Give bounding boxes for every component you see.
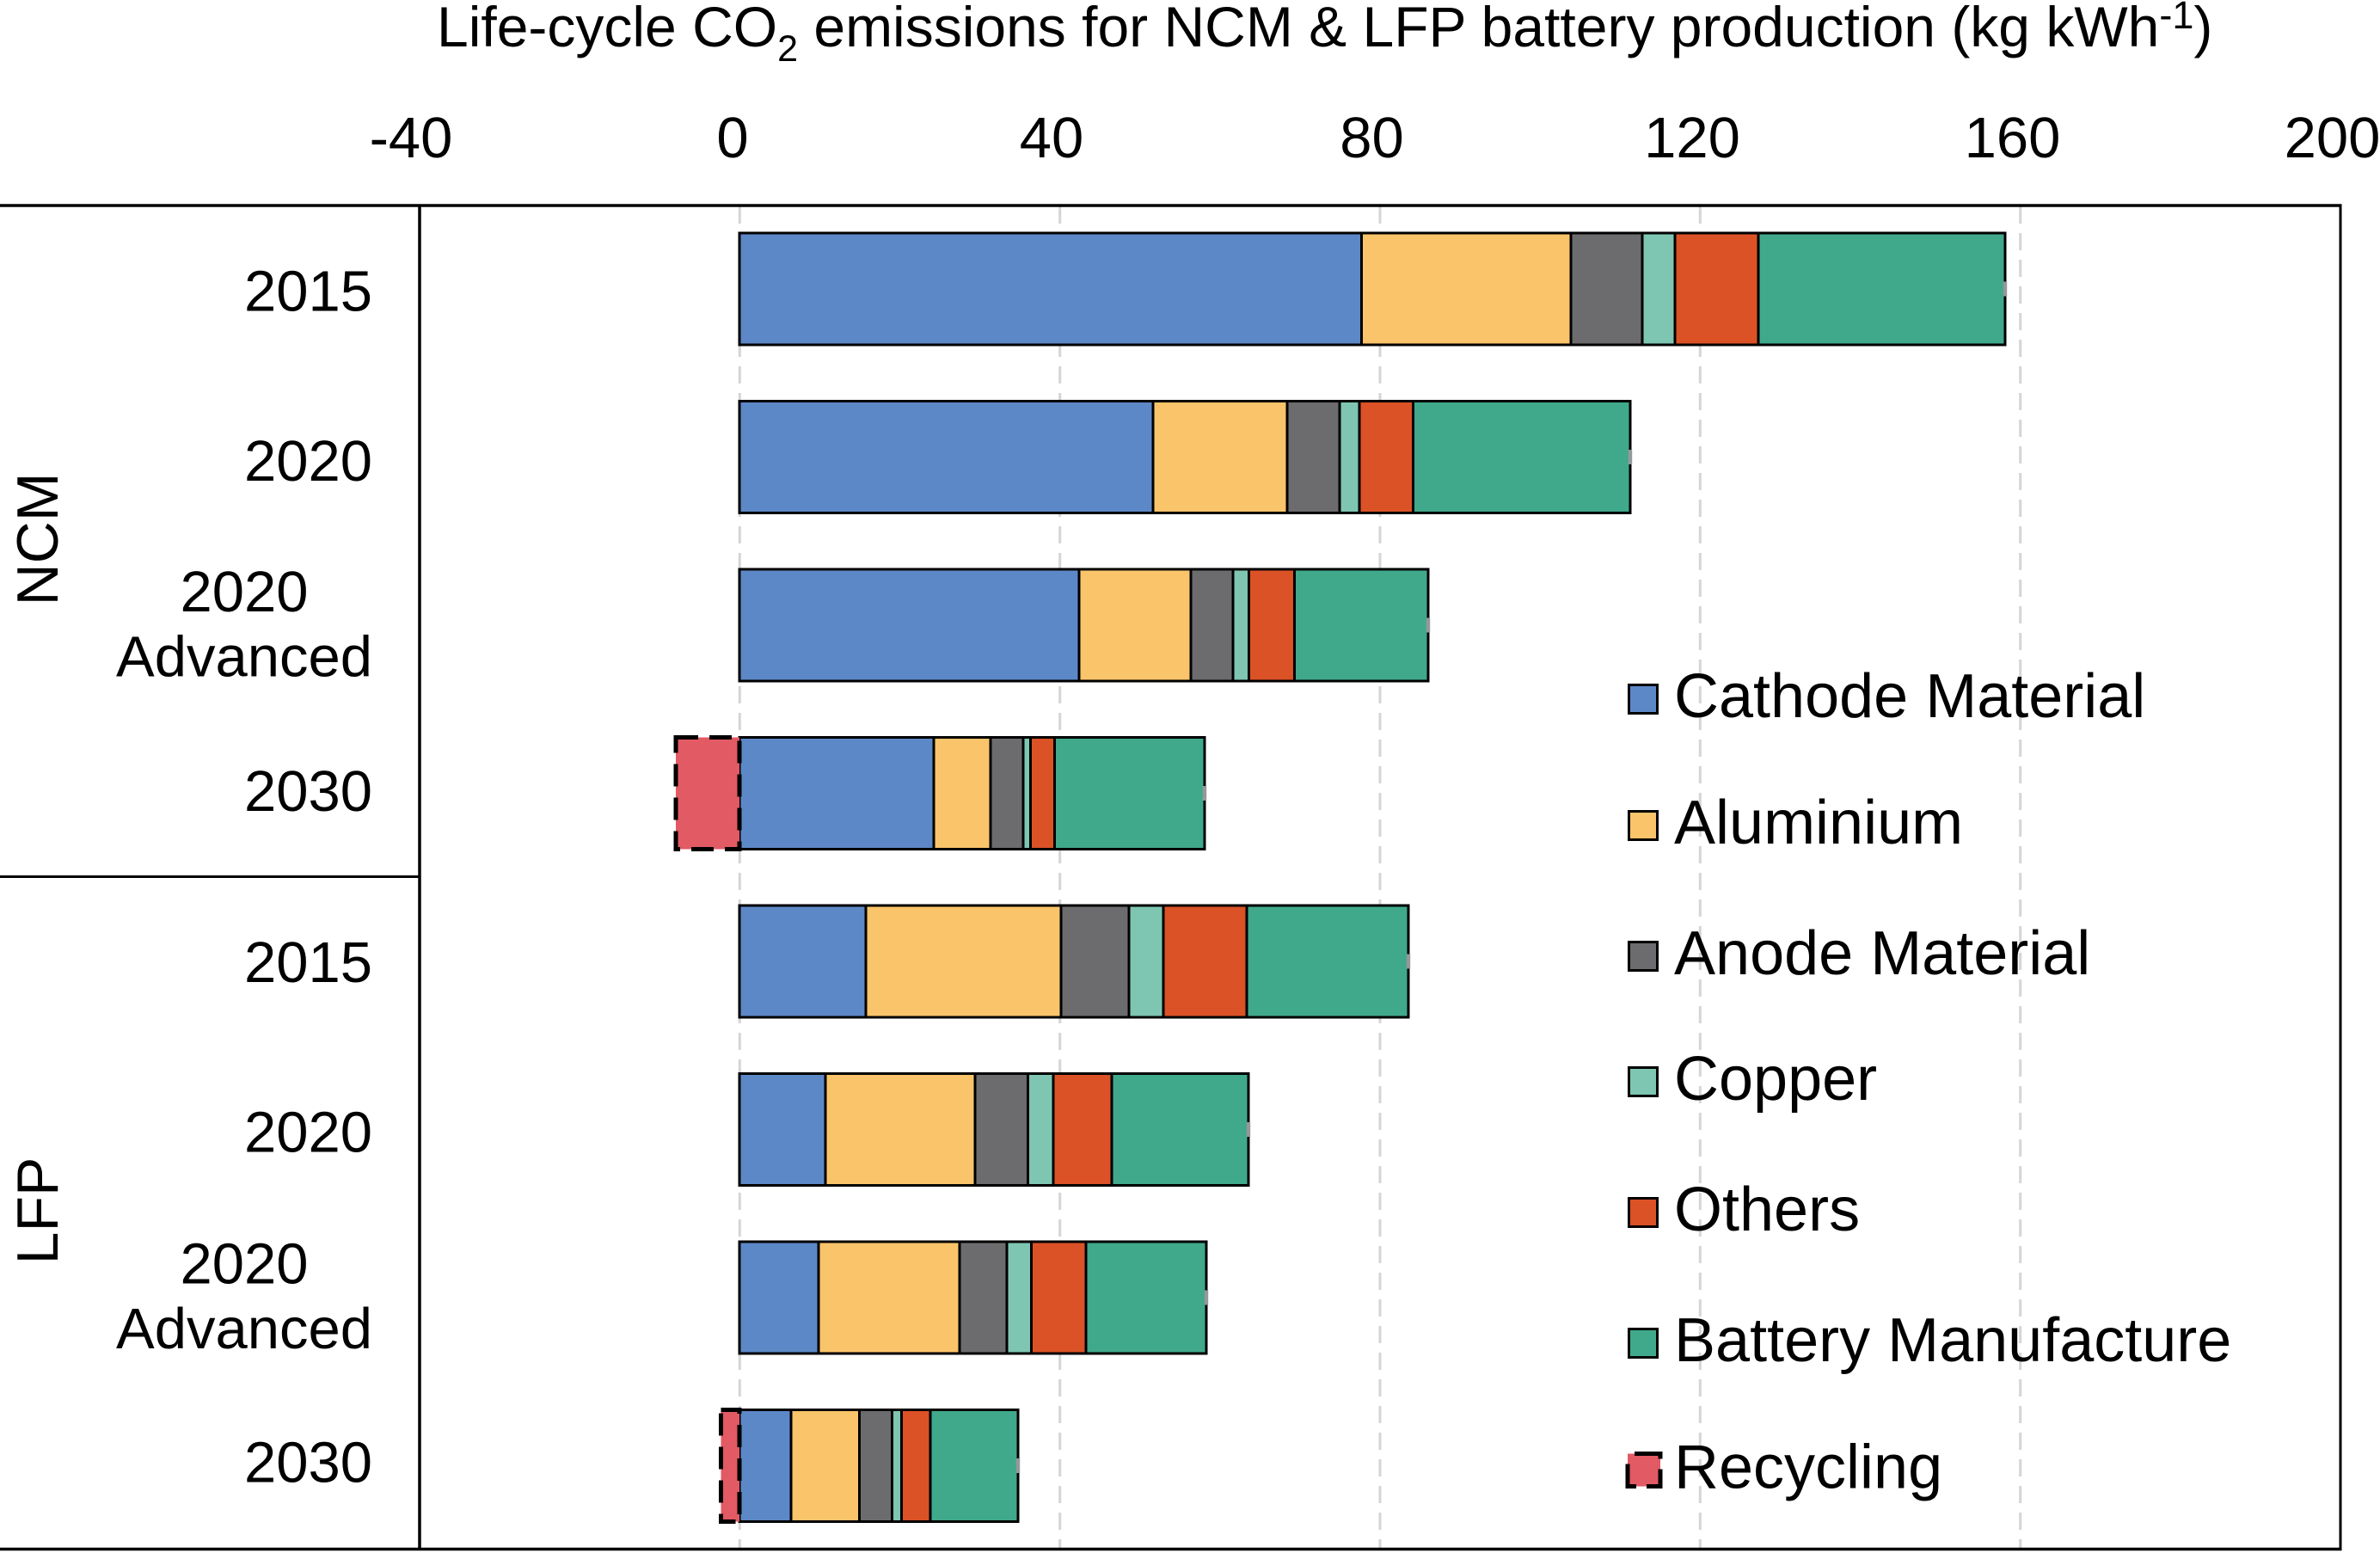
svg-text:Cathode Material: Cathode Material: [1674, 662, 2145, 731]
svg-text:2020: 2020: [244, 1101, 372, 1165]
svg-text:LFP: LFP: [5, 1157, 71, 1265]
svg-text:160: 160: [1965, 106, 2061, 170]
svg-text:Advanced: Advanced: [116, 1297, 372, 1361]
svg-text:200: 200: [2285, 106, 2380, 170]
svg-text:2020: 2020: [180, 560, 308, 624]
svg-text:Aluminium: Aluminium: [1674, 789, 1963, 857]
svg-text:NCM: NCM: [5, 473, 71, 606]
svg-text:Recycling: Recycling: [1674, 1433, 1942, 1502]
svg-text:0: 0: [716, 106, 748, 170]
svg-text:120: 120: [1644, 106, 1740, 170]
svg-text:-40: -40: [370, 106, 453, 170]
svg-text:Advanced: Advanced: [116, 625, 372, 690]
svg-text:2020: 2020: [180, 1232, 308, 1297]
svg-text:Anode Material: Anode Material: [1674, 919, 2090, 988]
svg-text:Others: Others: [1674, 1175, 1860, 1244]
svg-text:40: 40: [1020, 106, 1084, 170]
svg-text:2030: 2030: [244, 759, 372, 824]
svg-text:Life-cycle CO2 emissions for N: Life-cycle CO2 emissions for NCM & LFP b…: [437, 0, 2212, 70]
svg-text:2020: 2020: [244, 429, 372, 494]
svg-text:80: 80: [1340, 106, 1404, 170]
svg-text:Copper: Copper: [1674, 1045, 1877, 1114]
svg-text:Battery Manufacture: Battery Manufacture: [1674, 1306, 2231, 1375]
svg-text:2030: 2030: [244, 1431, 372, 1495]
svg-text:2015: 2015: [244, 930, 372, 995]
svg-text:2015: 2015: [244, 260, 372, 324]
